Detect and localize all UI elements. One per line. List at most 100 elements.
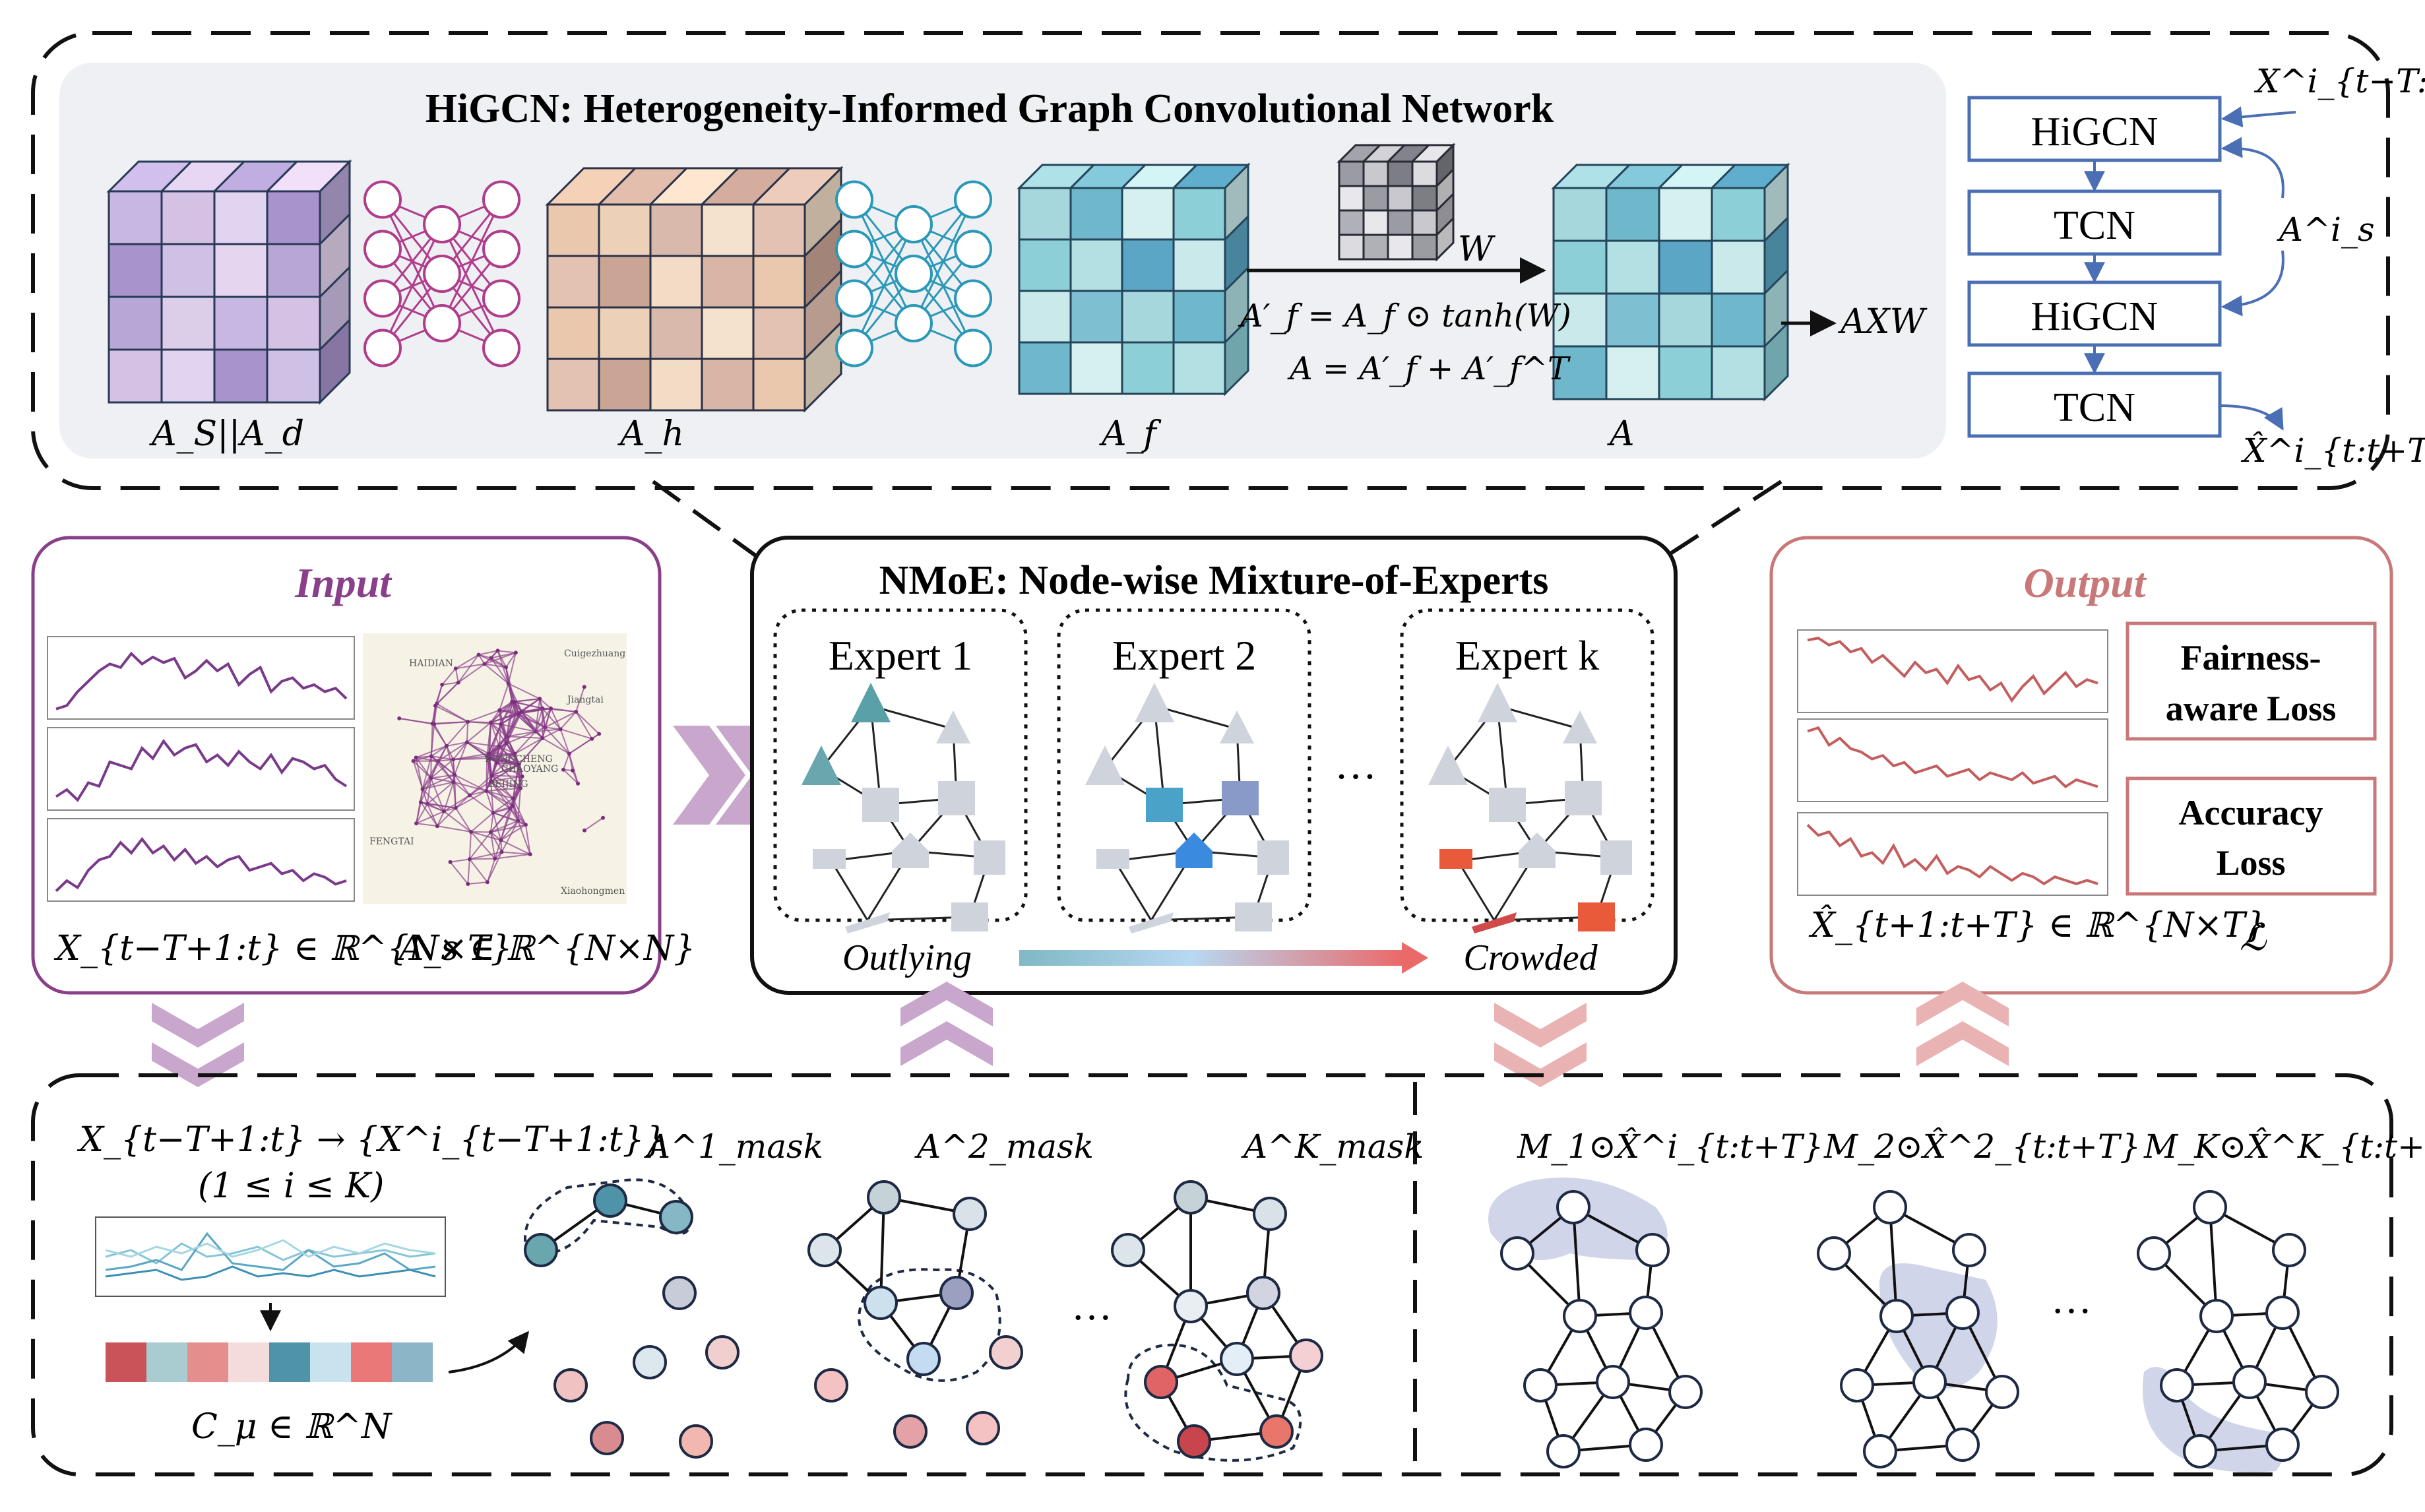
- map-edge: [499, 746, 520, 765]
- graph-node: [1246, 1276, 1280, 1310]
- map-node: [538, 697, 542, 701]
- map-label-fengtai: FENGTAI: [369, 836, 414, 847]
- c-mu-cell: [146, 1342, 187, 1382]
- map-label-jiangtai: Jiangtai: [566, 695, 604, 705]
- map-edge: [430, 723, 433, 757]
- output-mask-1-label: M_1⊙X̂^i_{t:t+T}: [1517, 1127, 1823, 1166]
- cube-front-cell: [108, 296, 163, 351]
- graph-node: [1259, 1414, 1294, 1449]
- map-edge: [542, 728, 561, 739]
- cube-front-cell: [598, 255, 652, 309]
- map-node: [549, 706, 553, 710]
- cube-front-cell: [598, 203, 652, 257]
- cube-front-cell: [108, 190, 163, 245]
- map-edge: [517, 788, 522, 821]
- nn-node: [954, 180, 992, 219]
- cart-icon: [1096, 849, 1129, 869]
- cube-front-cell: [1605, 345, 1660, 400]
- output-series-1: [1797, 629, 2108, 713]
- cube-front-cell: [1121, 290, 1175, 344]
- map-edge: [490, 831, 501, 841]
- map-node: [561, 767, 565, 772]
- map-node: [517, 711, 521, 716]
- cube-front-cell: [1121, 341, 1175, 395]
- cube-front-cell: [546, 255, 600, 309]
- house-icon: [892, 833, 929, 868]
- map-edge: [454, 741, 468, 775]
- stack-block-2-label: TCN: [2054, 203, 2135, 248]
- city-map: HAIDIAN DONGCHENG CHAOYANG BEIJING FENGT…: [363, 633, 627, 904]
- expert-1-box: [773, 608, 1028, 922]
- map-node: [511, 796, 515, 801]
- map-edge: [422, 788, 445, 812]
- map-edge: [486, 790, 513, 807]
- mask-section: X_{t−T+1:t} → {X^i_{t−T+1:t}} (1 ≤ i ≤ K…: [31, 1073, 2425, 1476]
- cube-front-cell: [1711, 292, 1766, 348]
- formula-a: A = A′_f + A′_f^T: [1287, 350, 1571, 387]
- cube-front-cell: [213, 190, 268, 245]
- map-edge: [491, 775, 514, 800]
- map-node: [487, 756, 491, 761]
- split-series-line: [105, 1265, 436, 1281]
- map-edge: [545, 726, 561, 730]
- map-label-xiaohongmen: Xiaohongmen: [561, 886, 625, 897]
- map-node: [440, 682, 445, 687]
- map-edge: [422, 755, 432, 790]
- cube-front-cell: [649, 203, 703, 257]
- graph-node: [633, 1345, 667, 1379]
- graph-node: [1144, 1365, 1178, 1399]
- map-edge: [544, 726, 570, 755]
- map-node: [493, 856, 497, 861]
- map-edge: [492, 812, 502, 840]
- factory-icon: [1578, 902, 1615, 931]
- map-edge: [431, 755, 455, 783]
- graph-node: [1500, 1236, 1534, 1271]
- c-mu-cell: [310, 1342, 351, 1382]
- map-edge: [542, 708, 551, 739]
- graph-node: [1863, 1434, 1897, 1468]
- cube-front-cell: [1362, 185, 1389, 212]
- nn-node: [482, 230, 520, 268]
- tent-icon: [1220, 710, 1254, 743]
- graph-node: [1629, 1428, 1663, 1462]
- graph-node: [593, 1183, 627, 1218]
- output-mask-ellipsis: …: [2051, 1277, 2092, 1322]
- graph-node: [2137, 1236, 2171, 1271]
- map-edge: [490, 763, 520, 782]
- graph-node: [1111, 1233, 1145, 1267]
- map-edge: [489, 812, 494, 833]
- map-edge: [539, 698, 551, 709]
- output-xhat-label: X̂_{t+1:t+T} ∈ ℝ^{N×T}: [1808, 905, 2267, 945]
- cube-front-cell: [266, 243, 321, 298]
- c-mu-cell: [106, 1342, 146, 1382]
- map-edge: [569, 738, 592, 755]
- map-edge: [575, 711, 600, 735]
- cube-front-cell: [1605, 187, 1660, 242]
- map-edge: [501, 851, 530, 856]
- map-edge: [442, 681, 458, 685]
- cube-front-cell: [752, 255, 806, 309]
- map-edge: [412, 761, 424, 790]
- map-edge: [486, 852, 503, 883]
- map-edge: [437, 807, 457, 827]
- cube-front-cell: [1411, 160, 1438, 187]
- map-node: [464, 740, 469, 745]
- map-node: [467, 857, 472, 862]
- graph-node: [1220, 1342, 1254, 1376]
- map-edge: [550, 708, 561, 730]
- map-edge: [493, 798, 514, 813]
- map-edge: [507, 652, 517, 684]
- map-edge: [455, 654, 480, 670]
- cube-front-cell: [1172, 187, 1226, 241]
- map-node: [558, 727, 563, 732]
- cube-front-cell: [701, 358, 755, 412]
- tree-icon: [1428, 745, 1468, 785]
- office-icon: [1257, 840, 1289, 875]
- map-edge: [535, 728, 561, 732]
- graph-node: [679, 1424, 713, 1459]
- graph-node: [659, 1200, 693, 1234]
- c-mu-cell: [187, 1342, 228, 1382]
- nn-edge: [381, 224, 443, 349]
- map-edge: [497, 650, 516, 654]
- map-edge: [534, 708, 544, 732]
